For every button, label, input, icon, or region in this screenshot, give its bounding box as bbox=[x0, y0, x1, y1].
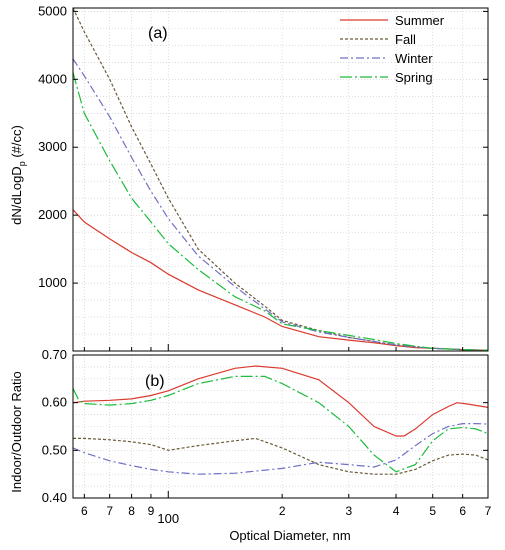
x-tick-label: 9 bbox=[148, 504, 155, 518]
y-tick-label: 4000 bbox=[38, 71, 67, 86]
y-tick-label: 1000 bbox=[38, 275, 67, 290]
x-axis-ticks: 6 7 8 9 100 2 3 4 5 6 7 bbox=[81, 344, 492, 526]
series-line-spring bbox=[73, 375, 488, 473]
legend-label-fall: Fall bbox=[395, 32, 416, 47]
series-line-summer bbox=[73, 209, 488, 351]
ylabel-part-subscript: p bbox=[17, 161, 27, 166]
panel-b-frame bbox=[72, 354, 489, 499]
panel-b-y-axis-label: Indoor/Outdoor Ratio bbox=[9, 371, 24, 492]
panel-a-grid bbox=[73, 8, 489, 351]
ylabel-part-units: (#/cc) bbox=[9, 125, 24, 161]
y-tick-label: 2000 bbox=[38, 207, 67, 222]
panel-b-y-ticks: 0.40 0.50 0.60 0.70 bbox=[42, 347, 488, 505]
panel-a-y-axis-label: dN/dLogDp (#/cc) bbox=[9, 125, 27, 225]
legend: Summer Fall Winter Spring bbox=[340, 13, 445, 85]
legend-label-spring: Spring bbox=[395, 70, 433, 85]
panel-a-lines bbox=[73, 8, 488, 351]
x-tick-label: 7 bbox=[106, 504, 113, 518]
x-tick-label: 100 bbox=[157, 511, 179, 526]
y-tick-label: 3000 bbox=[38, 139, 67, 154]
legend-label-winter: Winter bbox=[395, 51, 433, 66]
x-tick-label: 7 bbox=[485, 504, 492, 518]
x-tick-label: 8 bbox=[128, 504, 135, 518]
panel-b-grid bbox=[73, 355, 489, 498]
panel-b-lines bbox=[73, 365, 488, 475]
series-line-fall bbox=[73, 437, 488, 475]
x-tick-label: 6 bbox=[459, 504, 466, 518]
series-line-winter bbox=[73, 423, 488, 475]
panel-b: 0.40 0.50 0.60 0.70 (b) Indoor/Outdoor Rati… bbox=[9, 347, 489, 505]
x-tick-label: 6 bbox=[81, 504, 88, 518]
x-tick-label: 3 bbox=[345, 504, 352, 518]
panel-a: 1000 2000 3000 4000 5000 (a) dN/dLogDp (#/cc… bbox=[9, 3, 489, 352]
x-tick-label: 2 bbox=[279, 504, 286, 518]
panel-a-label: (a) bbox=[148, 25, 168, 42]
ylabel-part-main: dN/dLogD bbox=[9, 166, 24, 225]
series-line-summer bbox=[73, 365, 488, 437]
series-line-winter bbox=[73, 58, 488, 351]
panel-a-y-ticks: 1000 2000 3000 4000 5000 bbox=[38, 3, 488, 290]
x-axis-label: Optical Diameter, nm bbox=[229, 528, 350, 543]
panel-a-frame bbox=[72, 7, 489, 352]
y-tick-label: 0.40 bbox=[42, 490, 67, 505]
x-tick-label: 5 bbox=[429, 504, 436, 518]
series-line-spring bbox=[73, 72, 488, 351]
panel-b-label: (b) bbox=[145, 373, 165, 390]
x-tick-label: 4 bbox=[393, 504, 400, 518]
y-tick-label: 0.50 bbox=[42, 442, 67, 457]
y-tick-label: 0.60 bbox=[42, 395, 67, 410]
y-tick-label: 5000 bbox=[38, 3, 67, 18]
y-tick-label: 0.70 bbox=[42, 347, 67, 362]
legend-label-summer: Summer bbox=[395, 13, 445, 28]
